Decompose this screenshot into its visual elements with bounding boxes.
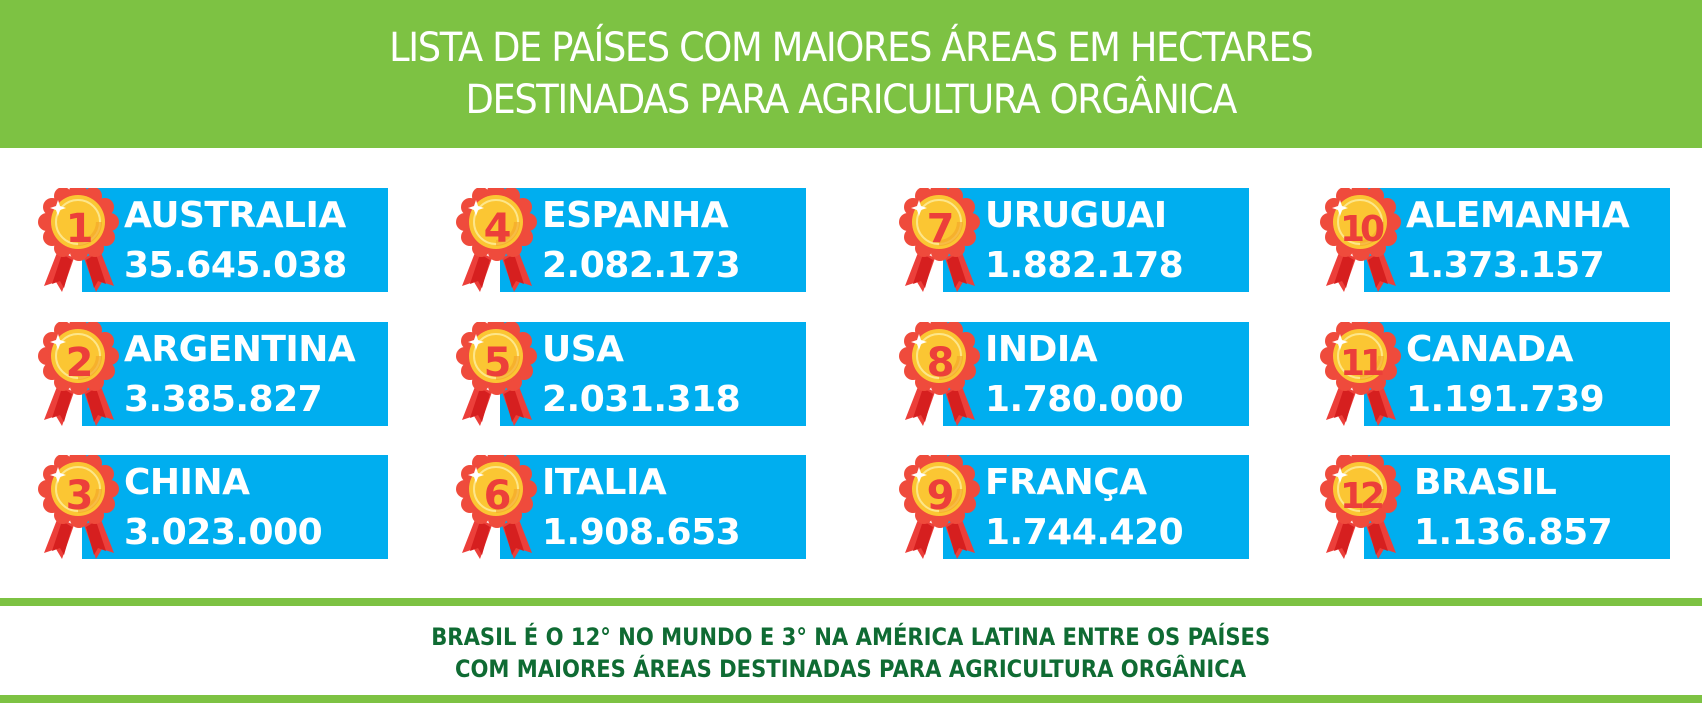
card-panel (82, 322, 388, 426)
country-name: ESPANHA (542, 195, 729, 236)
country-card-usa: 5 USA 2.031.318 (456, 322, 806, 426)
country-hectares: 2.082.173 (542, 245, 741, 286)
country-name: CHINA (124, 462, 250, 503)
country-name: FRANÇA (985, 462, 1147, 503)
country-name: CANADA (1406, 329, 1574, 370)
card-panel (1364, 455, 1670, 559)
card-panel (82, 188, 388, 292)
card-panel (500, 455, 806, 559)
country-hectares: 1.780.000 (985, 379, 1184, 420)
card-panel (82, 455, 388, 559)
country-hectares: 1.882.178 (985, 245, 1184, 286)
medal-icon: 9 (899, 455, 983, 559)
medal-icon: 10 (1320, 188, 1404, 292)
country-card-china: 3 CHINA 3.023.000 (38, 455, 388, 559)
country-name: ARGENTINA (124, 329, 356, 370)
footer-line-1: BRASIL É O 12° NO MUNDO E 3° NA AMÉRICA … (431, 623, 1271, 651)
title-banner: LISTA DE PAÍSES COM MAIORES ÁREAS EM HEC… (0, 0, 1702, 148)
country-hectares: 35.645.038 (124, 245, 347, 286)
country-card-espanha: 4 ESPANHA 2.082.173 (456, 188, 806, 292)
country-name: USA (542, 329, 624, 370)
rank-number: 7 (926, 206, 955, 252)
card-panel (1364, 188, 1670, 292)
footer-top-divider (0, 598, 1702, 606)
country-name: AUSTRALIA (124, 195, 346, 236)
rank-number: 3 (65, 473, 94, 519)
rank-number: 4 (483, 206, 512, 252)
title-line-2: DESTINADAS PARA AGRICULTURA ORGÂNICA (465, 77, 1238, 123)
card-panel (943, 188, 1249, 292)
title-line-1: LISTA DE PAÍSES COM MAIORES ÁREAS EM HEC… (389, 25, 1314, 71)
country-hectares: 3.023.000 (124, 512, 323, 553)
country-name: URUGUAI (985, 195, 1167, 236)
medal-icon: 8 (899, 322, 983, 426)
rank-number: 8 (926, 340, 955, 386)
medal-icon: 1 (38, 188, 122, 292)
medal-icon: 11 (1320, 322, 1404, 426)
medal-icon: 5 (456, 322, 540, 426)
medal-icon: 4 (456, 188, 540, 292)
rank-number: 1 (65, 206, 94, 252)
footer-bottom-divider (0, 695, 1702, 703)
medal-icon: 7 (899, 188, 983, 292)
footer-line-2: COM MAIORES ÁREAS DESTINADAS PARA AGRICU… (455, 655, 1247, 683)
card-panel (943, 322, 1249, 426)
rank-number: 2 (65, 340, 94, 386)
country-hectares: 1.191.739 (1406, 379, 1605, 420)
country-card-canada: 11 CANADA 1.191.739 (1320, 322, 1670, 426)
country-card-india: 8 INDIA 1.780.000 (899, 322, 1249, 426)
card-panel (500, 188, 806, 292)
country-hectares: 1.373.157 (1406, 245, 1605, 286)
rank-number: 12 (1339, 475, 1385, 517)
country-card-uruguai: 7 URUGUAI 1.882.178 (899, 188, 1249, 292)
country-name: INDIA (985, 329, 1098, 370)
country-hectares: 3.385.827 (124, 379, 323, 420)
country-name: ITALIA (542, 462, 667, 503)
rank-number: 5 (483, 340, 512, 386)
footer-note: BRASIL É O 12° NO MUNDO E 3° NA AMÉRICA … (0, 610, 1702, 696)
country-card-argentina: 2 ARGENTINA 3.385.827 (38, 322, 388, 426)
country-hectares: 1.908.653 (542, 512, 741, 553)
rank-number: 6 (483, 473, 512, 519)
country-card-australia: 1 AUSTRALIA 35.645.038 (38, 188, 388, 292)
card-panel (943, 455, 1249, 559)
country-hectares: 2.031.318 (542, 379, 741, 420)
medal-icon: 2 (38, 322, 122, 426)
card-panel (1364, 322, 1670, 426)
country-card-alemanha: 10 ALEMANHA 1.373.157 (1320, 188, 1670, 292)
rank-number: 10 (1339, 208, 1385, 250)
rank-number: 9 (926, 473, 955, 519)
medal-icon: 6 (456, 455, 540, 559)
country-hectares: 1.136.857 (1414, 512, 1613, 553)
medal-icon: 12 (1320, 455, 1404, 559)
country-name: ALEMANHA (1406, 195, 1630, 236)
country-card-brasil: 12 BRASIL 1.136.857 (1320, 455, 1670, 559)
country-hectares: 1.744.420 (985, 512, 1184, 553)
rank-number: 11 (1339, 342, 1385, 384)
country-name: BRASIL (1414, 462, 1557, 503)
country-card-italia: 6 ITALIA 1.908.653 (456, 455, 806, 559)
country-card-frança: 9 FRANÇA 1.744.420 (899, 455, 1249, 559)
medal-icon: 3 (38, 455, 122, 559)
card-panel (500, 322, 806, 426)
